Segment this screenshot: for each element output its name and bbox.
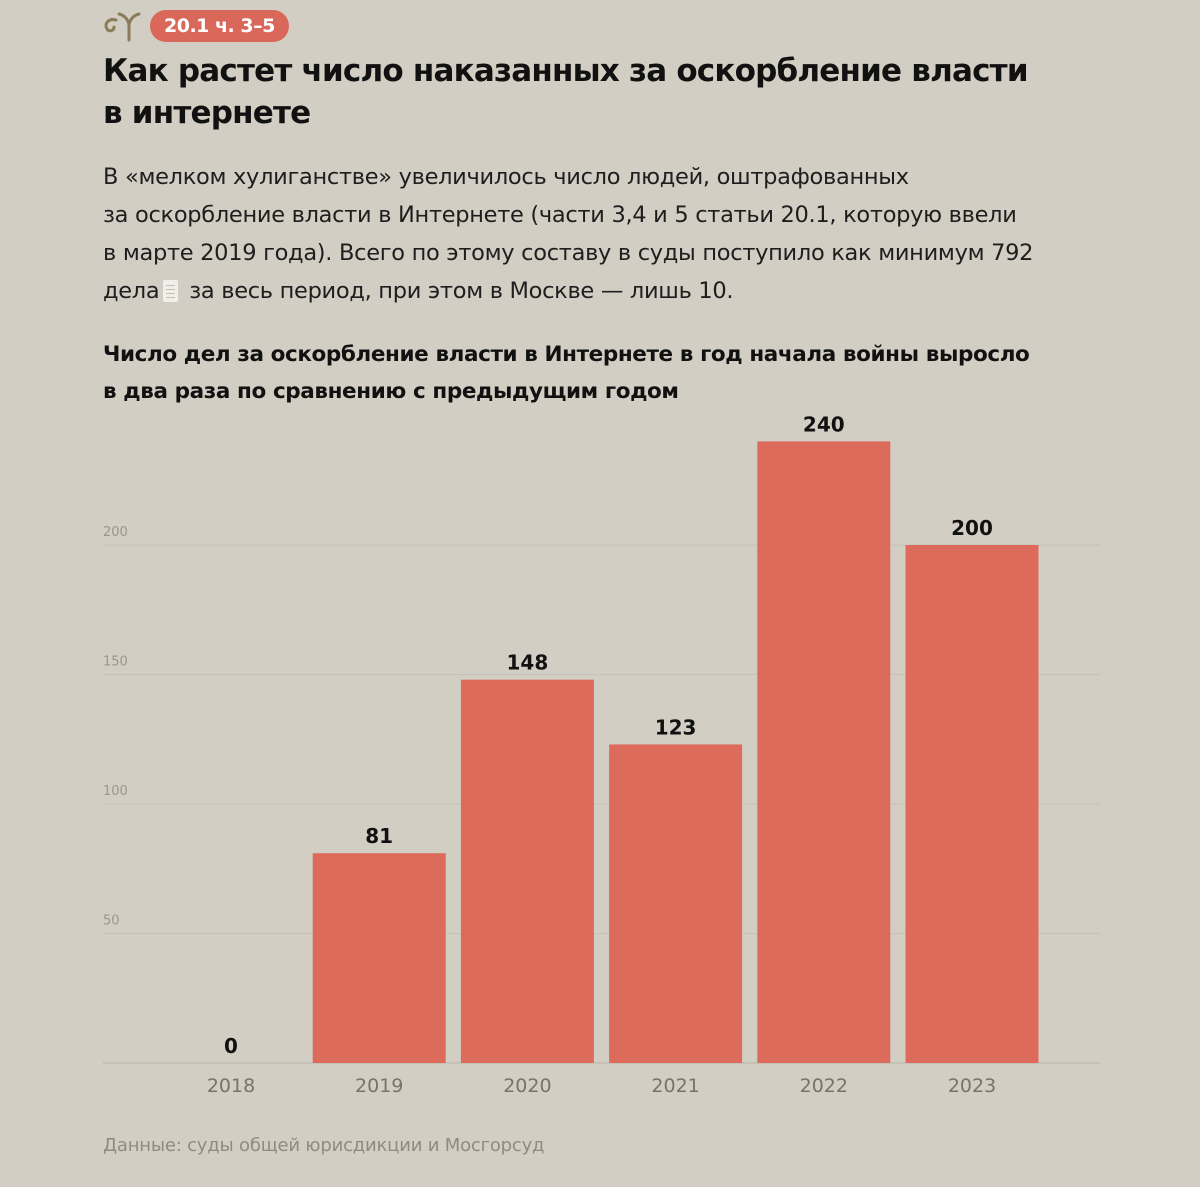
data-source-note: Данные: суды общей юрисдикции и Мосгорсу… xyxy=(103,1135,545,1156)
page-title: Как растет число наказанных за оскорблен… xyxy=(103,53,1029,131)
x-tick-label: 2020 xyxy=(503,1075,551,1097)
bar-2020[interactable] xyxy=(460,679,594,1063)
data-label: 200 xyxy=(951,516,993,540)
lead-text: В «мелком хулиганстве» увеличилось число… xyxy=(103,164,1034,304)
chart-gridlines: 50 100 150 200 xyxy=(103,525,1100,1064)
bar-2021[interactable] xyxy=(609,744,743,1063)
chart-bars xyxy=(312,441,1039,1063)
data-label: 123 xyxy=(655,715,697,739)
chart-labels: 0 2018 81 2019 148 2020 123 2021 240 2022 200 2023 xyxy=(207,412,996,1097)
x-tick-label: 2022 xyxy=(800,1075,848,1097)
chart-title: Число дел за оскорбление власти в Интерн… xyxy=(103,342,1030,404)
data-label: 0 xyxy=(224,1034,238,1058)
data-label: 240 xyxy=(803,412,845,436)
y-tick-label: 100 xyxy=(103,784,128,799)
lead-text-end: за весь период, при этом в Москве — лишь… xyxy=(182,278,734,304)
document-icon[interactable] xyxy=(163,280,179,302)
data-label: 148 xyxy=(507,651,549,675)
y-tick-label: 200 xyxy=(103,525,128,540)
x-tick-label: 2021 xyxy=(651,1075,699,1097)
y-tick-label: 50 xyxy=(103,914,120,929)
bar-2019[interactable] xyxy=(312,853,446,1063)
data-label: 81 xyxy=(365,824,393,848)
lead-paragraph: В «мелком хулиганстве» увеличилось число… xyxy=(103,158,1103,310)
x-tick-label: 2019 xyxy=(355,1075,403,1097)
y-tick-label: 150 xyxy=(103,655,128,670)
x-tick-label: 2018 xyxy=(207,1075,255,1097)
bar-2022[interactable] xyxy=(757,441,891,1063)
x-tick-label: 2023 xyxy=(948,1075,996,1097)
article-badge[interactable]: 20.1 ч. 3–5 xyxy=(150,10,289,42)
bar-2023[interactable] xyxy=(905,545,1039,1063)
sprout-logo-icon xyxy=(104,12,141,42)
